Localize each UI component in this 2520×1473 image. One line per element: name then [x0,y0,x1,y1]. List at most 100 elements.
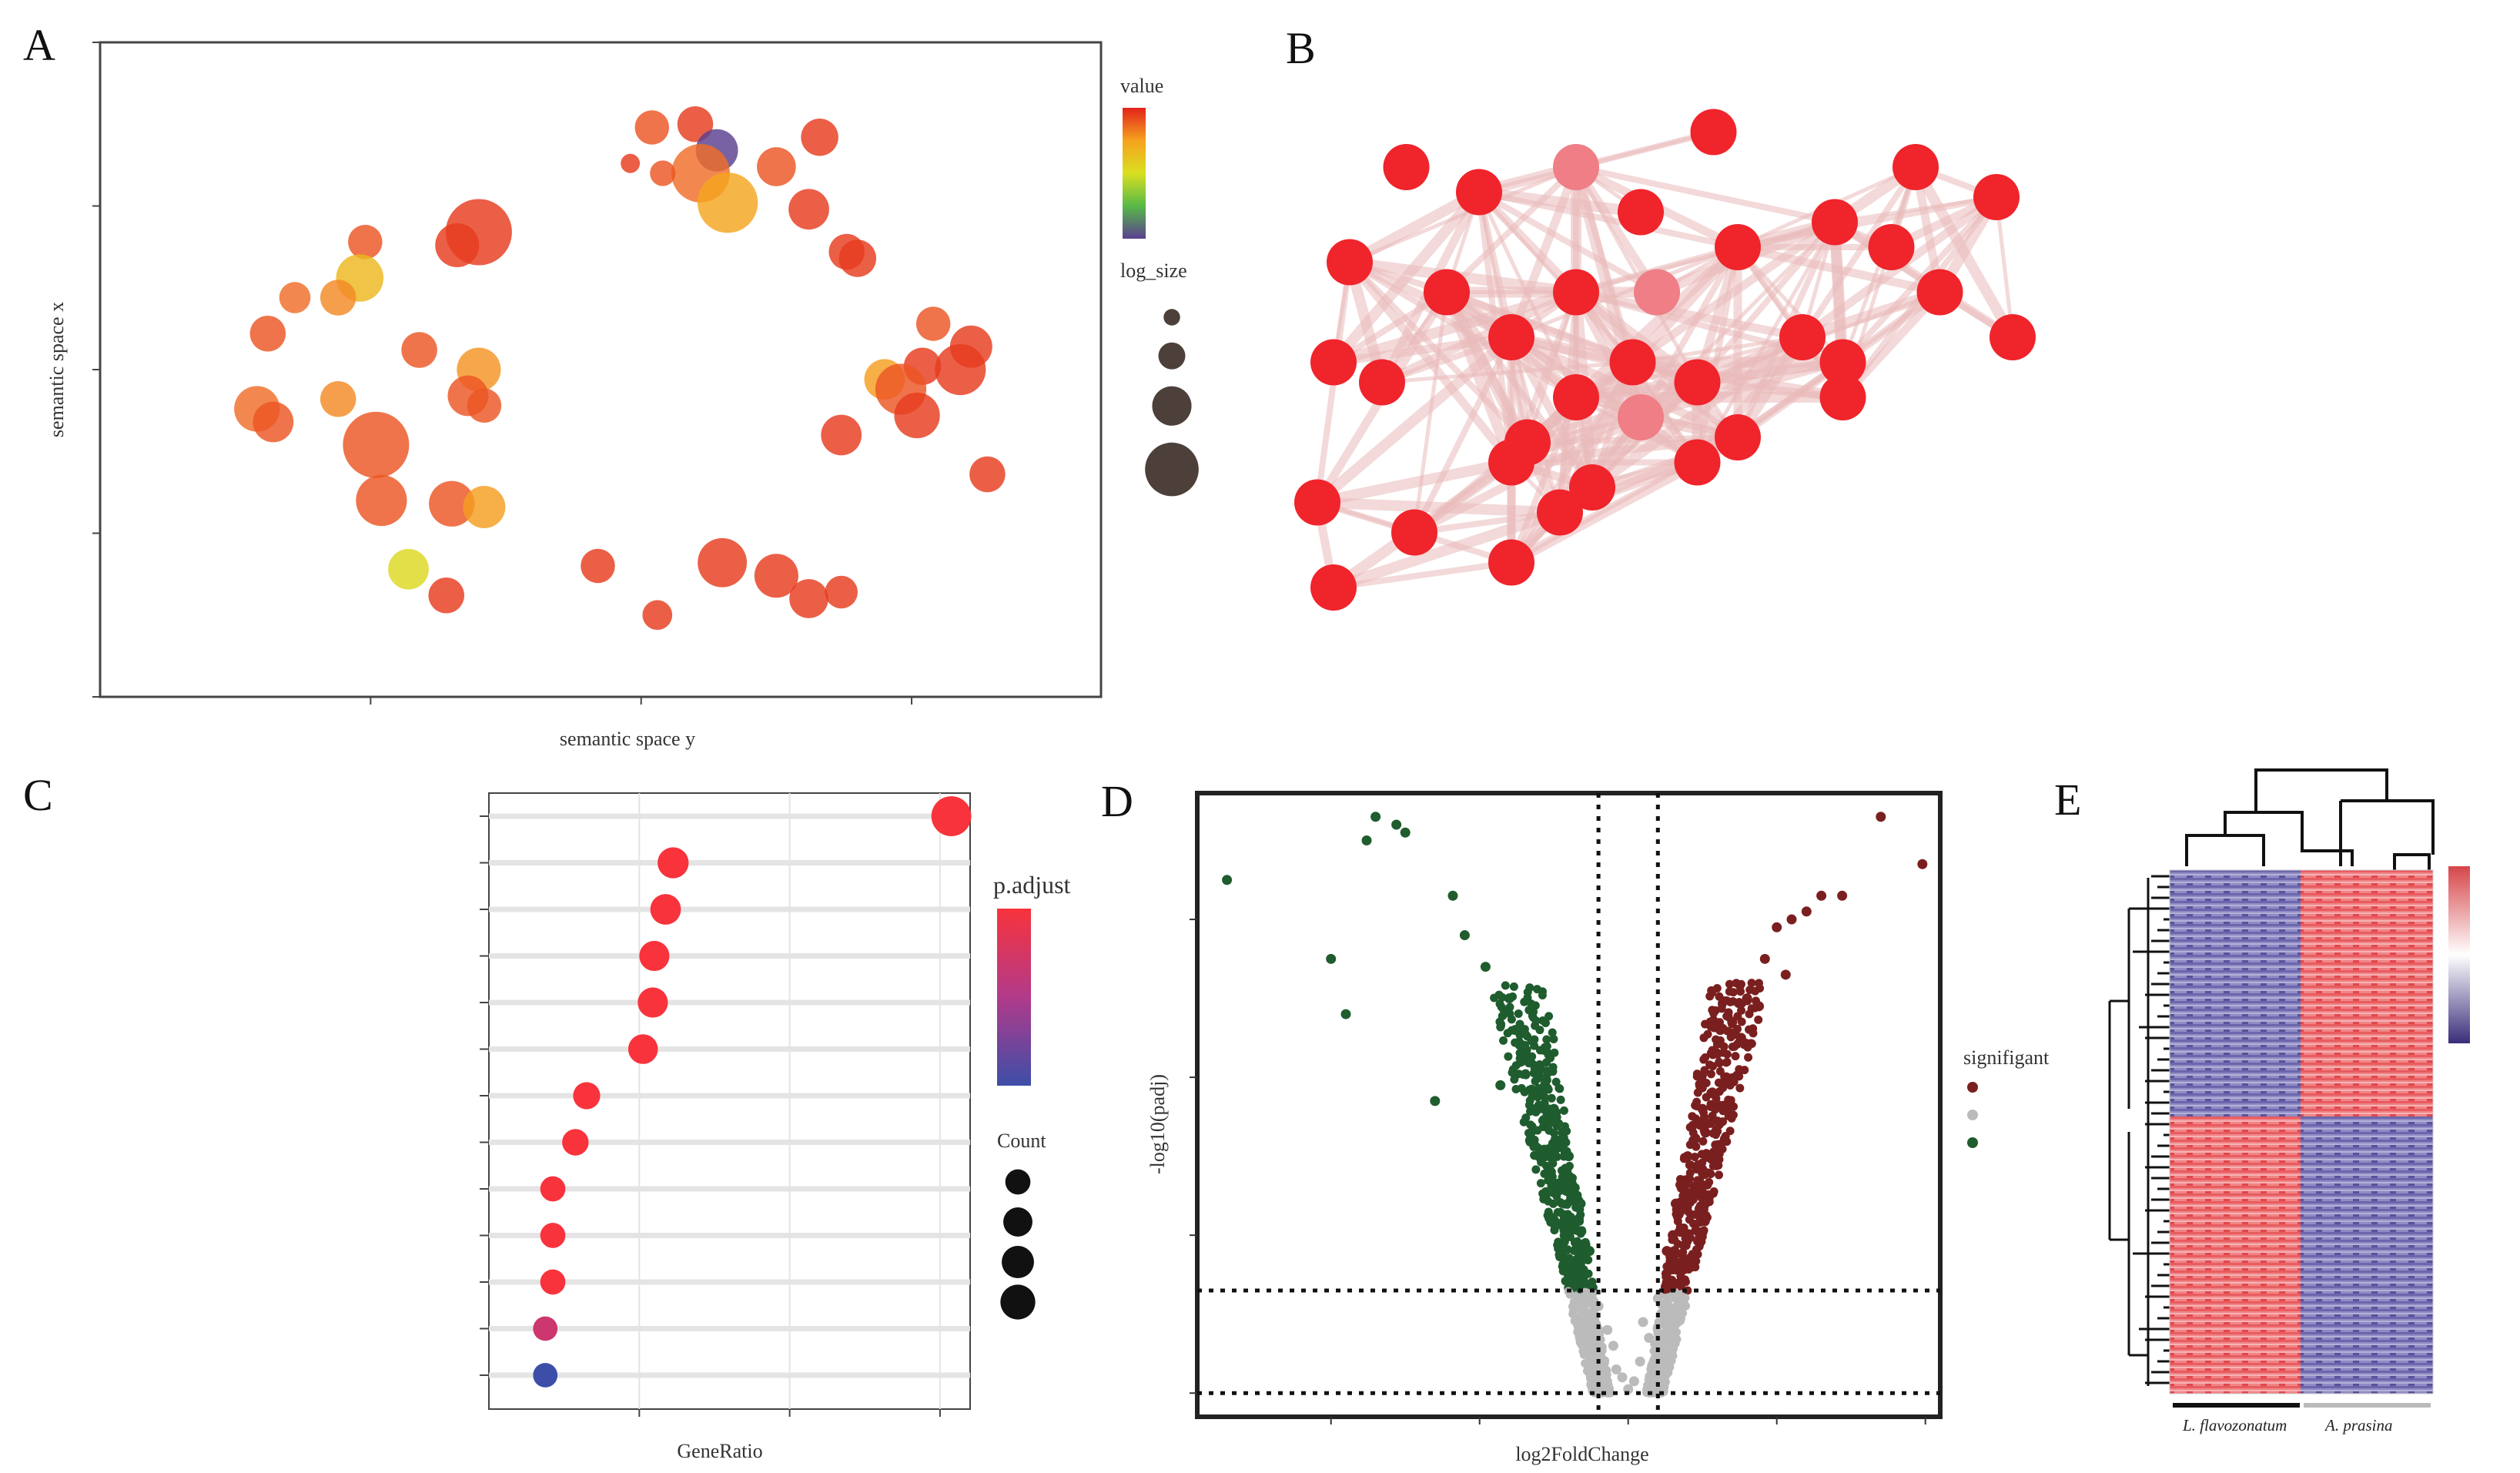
plot-d-point-down [1536,1179,1545,1188]
plot-c-dot [650,894,681,925]
plot-d-point-down [1548,1143,1557,1152]
plot-d-point-up [1727,1113,1736,1123]
plot-d-point-normal [1667,1344,1676,1354]
plot-d-point-up [1690,1210,1699,1219]
plot-d-point-up [1690,1153,1699,1162]
network-b-node [1893,144,1939,190]
plot-d-point-up [1721,1072,1732,1083]
network-b-node [1424,269,1470,316]
plot-d-point-down [1556,1095,1565,1104]
legend-c-size-circle [1000,1284,1036,1320]
plot-a-bubble [825,575,858,609]
plot-d-point-up [1685,1234,1695,1243]
plot-d-point-up [1706,1119,1715,1128]
plot-d-point-down [1222,875,1233,885]
plot-a-bubble [754,554,798,598]
plot-d-point-normal [1669,1328,1678,1337]
network-b-node [1674,439,1721,486]
plot-d-point-up [1714,1078,1723,1087]
plot-d-point-up [1754,1015,1763,1024]
plot-a-bubble [634,110,670,145]
plot-d-point-normal [1665,1301,1674,1311]
plot-c-grid [489,793,970,1409]
plot-a-ticks [92,42,913,705]
plot-d-point-normal [1587,1309,1598,1320]
plot-d-point-down [1563,1245,1572,1254]
plot-c-x-label: GeneRatio [677,1440,762,1462]
plot-a-bubble [435,223,480,268]
plot-d-point-up [1745,985,1755,994]
heatmap-row-branches [2108,875,2170,1386]
plot-a-bubble [894,392,940,439]
plot-d-point-up [1709,1009,1718,1018]
plot-d-point-normal [1652,1386,1662,1395]
plot-d-point-down [1548,1103,1559,1114]
network-b-node [1553,374,1599,420]
plot-c-dot [540,1176,566,1202]
legend-d-swatch [1967,1082,1978,1093]
network-b-node [1990,314,2036,360]
plot-a-bubble [697,172,758,233]
plot-c-frame [488,792,971,1410]
plot-d-point-up [1698,1137,1708,1146]
plot-d-point-up [1698,1165,1708,1174]
panel-letter-a: A [23,20,55,70]
plot-c-dot [540,1223,566,1248]
plot-d-point-up [1801,906,1812,917]
plot-a-bubble [463,486,506,528]
plot-d-point-down [1545,1167,1556,1177]
plot-d-point-down [1326,953,1337,964]
plot-d-point-up [1700,1066,1709,1075]
plot-a-bubble [821,414,862,456]
plot-d-point-down [1542,1066,1551,1076]
legend-d-swatch [1967,1137,1978,1148]
plot-d-point-normal [1643,1381,1652,1390]
plot-d-point-normal [1581,1287,1590,1297]
plot-d-point-down [1578,1226,1587,1235]
plot-d-point-up [1701,1053,1710,1063]
plot-d-point-down [1510,1025,1521,1036]
plot-d-y-label: -log10(padj) [1146,1074,1169,1174]
plot-d-point-normal [1581,1359,1590,1368]
plot-d-point-down [1576,1270,1585,1279]
plot-a-bubble [401,332,437,368]
plot-d-point-up [1685,1123,1695,1132]
legend-d-swatch [1967,1110,1978,1120]
network-b-node [1569,464,1615,511]
plot-d-point-up [1706,1022,1715,1031]
plot-d-point-down [1498,1005,1508,1014]
network-b-edge [1736,243,1941,296]
plot-d-point-down [1534,1062,1544,1071]
network-b-node [1715,414,1761,460]
plot-d-point-up [1742,993,1752,1004]
plot-d-point-down [1495,1080,1506,1090]
plot-c-dot [533,1363,558,1388]
network-b-edge [1799,165,1919,340]
plot-d-point-normal [1593,1301,1604,1311]
plot-d-point-down [1514,1009,1523,1018]
plot-d-point-up [1754,979,1763,988]
network-b-edge [1444,165,1578,295]
network-b-node [1779,314,1826,360]
plot-d-point-up [1693,1088,1702,1097]
plot-d-point-down [1510,1075,1519,1084]
plot-d-point-normal [1635,1356,1645,1367]
network-b-edge [1314,333,1515,507]
plot-a-bubble [757,147,796,186]
heatmap-group-bar-1 [2173,1403,2300,1408]
plot-d-point-normal [1611,1364,1621,1374]
legend-d-entries [1967,1082,1978,1148]
network-b-edge [1332,286,1578,368]
plot-a-bubble [915,306,951,341]
plot-d-point-normal [1588,1351,1598,1361]
plot-d-point-up [1700,1127,1711,1138]
plot-d-point-down [1544,1125,1553,1134]
plot-d-point-down [1560,1237,1569,1247]
network-b-node [1553,144,1599,190]
heatmap-group-label-1: L. flavozonatum [2182,1416,2287,1435]
legend-c-count-title: Count [997,1130,1046,1152]
plot-d-point-up [1662,1246,1672,1257]
plot-d-point-up [1662,1281,1672,1291]
plot-d-point-up [1698,1186,1707,1195]
network-b-node [1609,339,1656,386]
